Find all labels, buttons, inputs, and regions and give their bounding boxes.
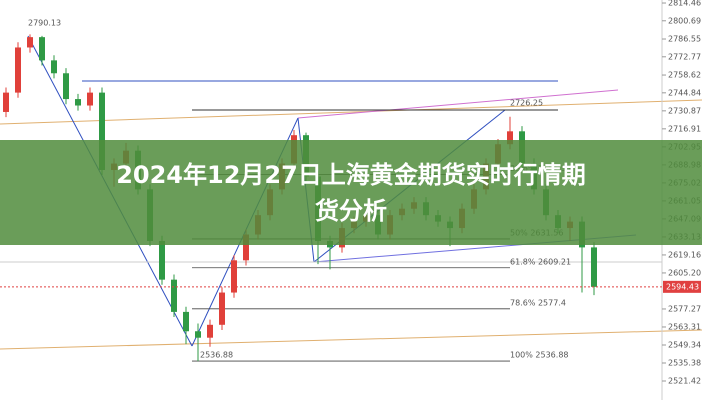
y-tick-label: 2535.38: [668, 359, 701, 368]
fib-label: 78.6% 2577.4: [510, 298, 566, 307]
candle-body: [171, 279, 177, 312]
y-tick-label: 2800.69: [668, 16, 701, 25]
candle-body: [219, 292, 225, 325]
price-box: [663, 280, 701, 293]
title-banner: 2024年12月27日上海黄金期货实时行情期货分析: [0, 140, 702, 245]
candle-body: [159, 240, 165, 280]
y-tick-label: 2772.77: [668, 52, 701, 61]
y-tick-label: 2619.16: [668, 250, 701, 259]
trend-line: [297, 89, 619, 119]
trend-line: [0, 99, 702, 125]
y-tick-label: 2786.55: [668, 35, 701, 44]
candle-body: [3, 92, 9, 112]
y-tick-label: 2744.84: [668, 88, 701, 97]
candle-body: [87, 92, 93, 106]
y-tick-label: 2814.46: [668, 0, 701, 8]
fib-label: 100% 2536.88: [510, 351, 569, 360]
y-tick-label: 2605.20: [668, 268, 701, 277]
y-tick-label: 2563.31: [668, 322, 701, 331]
fib-label: 61.8% 2609.21: [510, 257, 571, 266]
candle-body: [39, 37, 45, 61]
candle-body: [63, 73, 69, 100]
trend-line: [0, 329, 702, 350]
candle-body: [15, 47, 21, 93]
candle-body: [507, 131, 513, 145]
candle-body: [591, 247, 597, 287]
candle-body: [231, 260, 237, 293]
annotation: 2726.25: [510, 99, 543, 108]
candle-body: [183, 311, 189, 332]
annotation: 2790.13: [28, 19, 61, 28]
y-tick-label: 2758.62: [668, 71, 701, 80]
y-tick-label: 2521.42: [668, 377, 701, 386]
chart-title: 2024年12月27日上海黄金期货实时行情期货分析: [116, 160, 586, 225]
y-tick-label: 2730.87: [668, 106, 701, 115]
candle-body: [195, 331, 201, 338]
annotation: 2536.88: [200, 351, 233, 360]
y-tick-label: 2577.27: [668, 304, 701, 313]
price-label: 2594.43: [666, 282, 699, 291]
candle-body: [75, 99, 81, 106]
candle-body: [27, 37, 33, 48]
candle-body: [243, 234, 249, 261]
candle-body: [51, 60, 57, 74]
candle-body: [207, 324, 213, 338]
candle-body: [99, 92, 105, 171]
y-tick-label: 2716.91: [668, 124, 701, 133]
y-tick-label: 2549.34: [668, 340, 701, 349]
